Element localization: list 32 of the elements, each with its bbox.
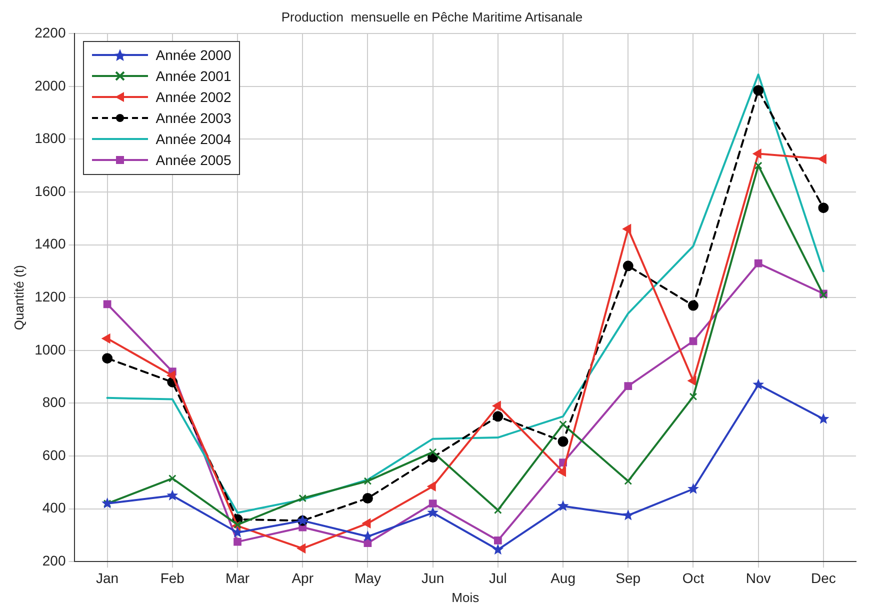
x-tick-label: Mar <box>225 570 250 586</box>
x-tick-label: Jan <box>96 570 119 586</box>
legend-label: Année 2002 <box>156 89 232 106</box>
y-tick-label: 1000 <box>34 341 66 358</box>
x-tick-label: Apr <box>292 570 314 586</box>
chart-title: Production mensuelle en Pêche Maritime Artisanale <box>281 9 583 24</box>
legend-label: Année 2005 <box>156 152 232 168</box>
y-tick-label: 1800 <box>34 130 66 146</box>
x-axis-title: Mois <box>452 590 480 605</box>
x-tick-label: Sep <box>616 570 641 586</box>
y-tick-label: 2200 <box>34 24 66 40</box>
legend-label: Année 2004 <box>156 131 232 148</box>
y-tick-label: 200 <box>42 552 66 568</box>
legend-label: Année 2003 <box>156 110 232 126</box>
x-tick-label: Nov <box>746 570 771 586</box>
x-tick-label: Jul <box>488 570 507 586</box>
y-tick-label: 600 <box>42 446 66 463</box>
x-tick-label: Feb <box>160 570 185 586</box>
x-tick-label: May <box>354 570 381 586</box>
y-tick-label: 1400 <box>34 236 66 252</box>
legend-label: Année 2000 <box>156 47 232 64</box>
y-tick-label: 1600 <box>34 182 66 199</box>
y-tick-label: 400 <box>42 500 66 516</box>
x-tick-label: Jun <box>422 570 444 586</box>
y-axis-title: Quantité (t) <box>11 265 26 330</box>
y-tick-label: 2000 <box>34 77 66 94</box>
x-tick-label: Aug <box>550 570 576 586</box>
y-tick-label: 800 <box>42 394 66 410</box>
x-tick-label: Oct <box>682 570 704 586</box>
legend-label: Année 2001 <box>156 68 232 84</box>
x-tick-label: Dec <box>810 570 836 586</box>
y-tick-label: 1200 <box>34 288 66 304</box>
